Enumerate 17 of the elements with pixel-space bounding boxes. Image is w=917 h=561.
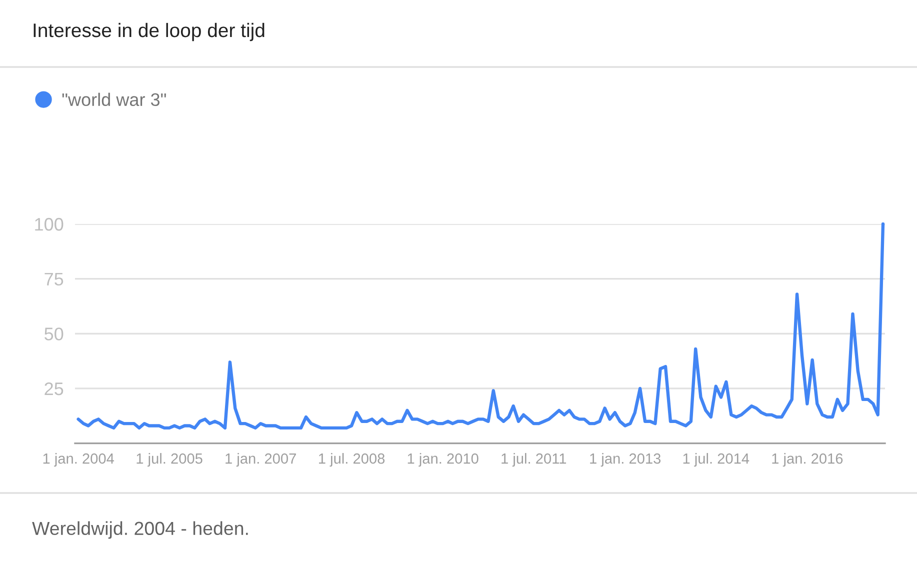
chart-title: Interesse in de loop der tijd — [34, 22, 264, 42]
x-tick-label: 1 jul. 2014 — [683, 453, 750, 467]
x-tick-label: 1 jul. 2005 — [136, 453, 202, 467]
x-tick-label: 1 jan. 2016 — [772, 453, 843, 467]
y-tick-label: 100 — [35, 218, 64, 231]
x-tick-label: 1 jan. 2010 — [408, 453, 478, 467]
x-tick-label: 1 jul. 2011 — [502, 453, 566, 467]
legend-label: "world war 3" — [62, 92, 166, 106]
x-tick-label: 1 jan. 2007 — [226, 453, 296, 467]
x-tick-label: 1 jan. 2013 — [590, 453, 661, 467]
y-tick-label: 75 — [44, 272, 64, 286]
x-tick-label: 1 jul. 2008 — [319, 453, 385, 467]
y-tick-label: 50 — [44, 328, 64, 340]
line-series — [76, 222, 885, 430]
x-tick-label: 1 jan. 2004 — [43, 453, 114, 467]
y-tick-label: 25 — [44, 382, 64, 396]
text: Wereldwijd. 2004 - heden. — [32, 521, 248, 539]
